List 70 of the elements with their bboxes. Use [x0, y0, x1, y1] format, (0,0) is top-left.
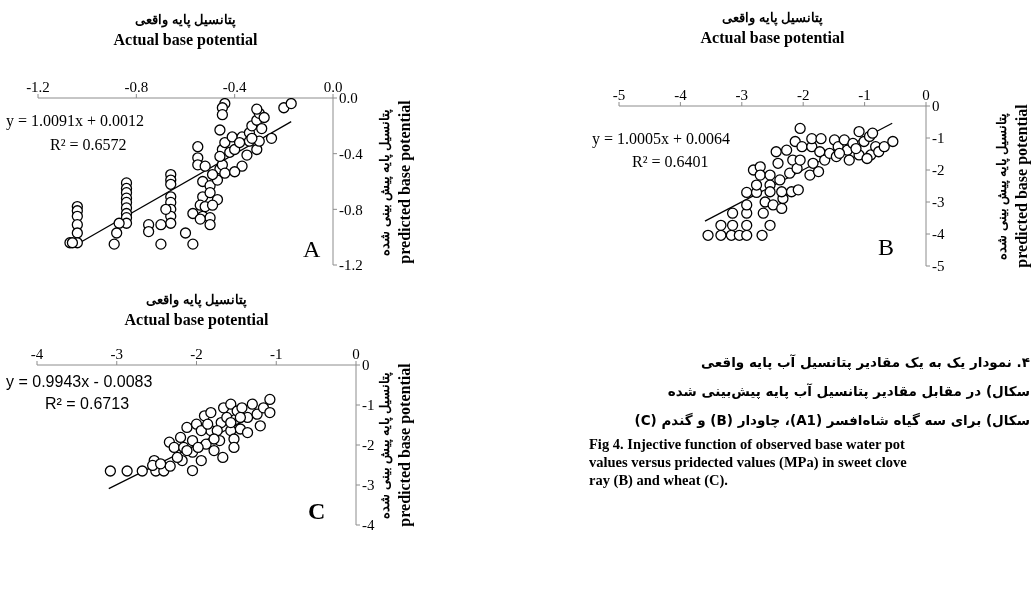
annotation: C	[308, 498, 326, 525]
point	[225, 398, 237, 410]
point	[225, 416, 237, 429]
point	[241, 426, 254, 439]
point	[192, 441, 204, 454]
annotation: A	[303, 236, 321, 263]
y-tick-label: 0	[932, 98, 940, 115]
y-tick-label: -3	[362, 477, 375, 494]
point	[154, 458, 167, 470]
x-tick-label: -2	[796, 87, 810, 103]
point	[208, 444, 220, 457]
point	[174, 431, 187, 444]
x-tick-label: 0.0	[323, 79, 343, 95]
text: values versus pridected values (MPa) in sweet clove	[588, 453, 908, 471]
point	[164, 460, 176, 472]
x-tick-label: -3	[735, 87, 749, 103]
x-tick-label: -0.8	[124, 79, 149, 95]
point	[234, 411, 247, 424]
y-tick-label: -0.4	[339, 145, 364, 162]
y-tick-label: -1.2	[339, 257, 363, 274]
point	[136, 465, 148, 477]
point	[104, 465, 117, 477]
x-tick-label: -2	[190, 346, 203, 362]
x-tick-label: -3	[110, 346, 123, 362]
x-tick-label: -0.4	[222, 79, 248, 95]
x-tick-label: -5	[612, 87, 626, 103]
point	[202, 418, 214, 430]
y-tick-label: -1	[932, 130, 945, 147]
annotation: y = 1.0091x + 0.0012	[6, 112, 145, 130]
point	[236, 402, 248, 414]
point	[186, 464, 199, 477]
annotation: R² = 0.6401	[632, 153, 709, 171]
point	[254, 420, 266, 432]
annotation: y = 1.0005x + 0.0064	[592, 130, 731, 148]
x-tick-label: 0	[922, 87, 930, 103]
y-tick-label: -4	[362, 517, 375, 534]
x-tick-label: -1.2	[26, 79, 50, 95]
caption: Fig 4. Injective function of observed base water pot	[588, 435, 906, 453]
annotation: R² = 0.6713	[45, 395, 130, 413]
y-tick-label: -0.8	[339, 201, 363, 218]
x-tick-label: -4	[674, 87, 688, 103]
y-tick-label: -2	[362, 437, 375, 454]
y-tick-label: -4	[932, 226, 945, 243]
annotation: B	[878, 234, 895, 261]
point	[246, 398, 258, 410]
text: ray (B) and wheat (C).	[588, 471, 729, 489]
point	[195, 454, 207, 467]
y-tick-label: -3	[932, 194, 945, 211]
point	[181, 421, 193, 434]
point	[171, 451, 184, 464]
y-tick-label: -5	[932, 258, 945, 275]
point	[217, 451, 229, 464]
text: سکال) در مقابل مقادیر پتانسیل آب پایه پیش‌بینی شده	[666, 382, 1030, 401]
point	[205, 406, 217, 419]
y-tick-label: -1	[362, 397, 375, 414]
point	[264, 393, 276, 406]
annotation: y = 0.9943x - 0.0083	[6, 373, 153, 391]
point	[168, 441, 180, 454]
x-tick-label: -1	[270, 346, 283, 362]
point	[208, 433, 220, 445]
x-tick-label: -1	[858, 87, 871, 103]
point	[228, 441, 240, 454]
text: سکال) برای سه گیاه شاه‌افسر (A1)، چاودار (B) و گندم (C)	[633, 411, 1030, 431]
text: ۴. نمودار یک به یک مقادیر پتانسیل آب پایه واقعی	[700, 353, 1030, 372]
x-tick-label: -4	[30, 346, 44, 362]
point	[264, 406, 276, 419]
point	[121, 465, 133, 477]
annotation: R² = 0.6572	[50, 136, 127, 154]
y-tick-label: 0	[362, 357, 370, 374]
y-tick-label: -2	[932, 162, 945, 179]
